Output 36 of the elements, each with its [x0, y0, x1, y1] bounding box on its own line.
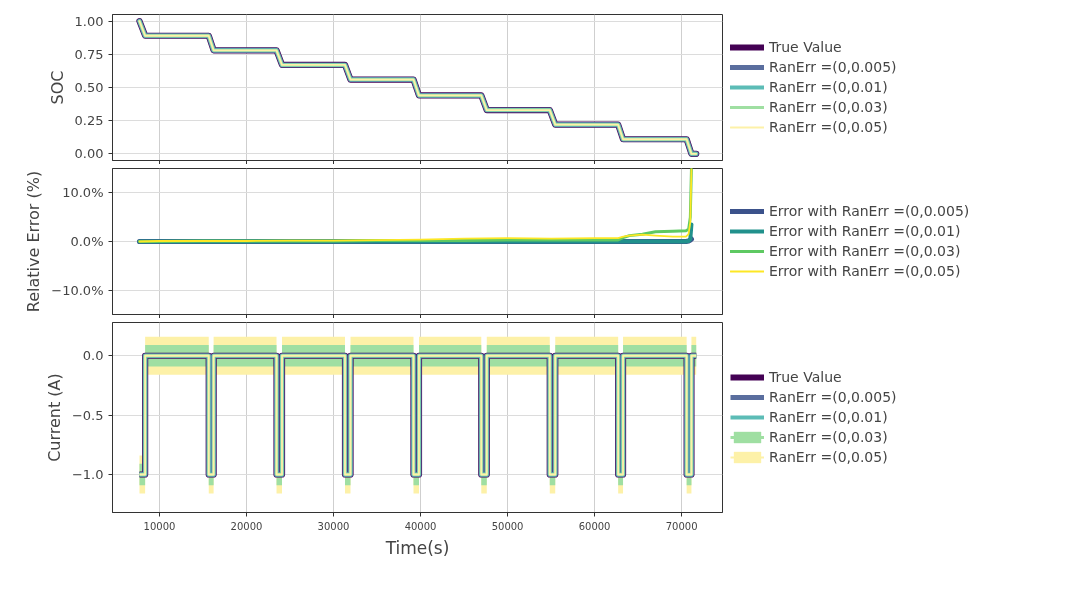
y-tick-label: 0.25 [74, 113, 104, 129]
y-tick-label: −0.5 [71, 407, 104, 423]
legend-label: RanErr =(0,0.01) [769, 78, 888, 96]
y-axis-title: Relative Error (%) [24, 170, 44, 313]
legend-label: RanErr =(0,0.005) [769, 388, 897, 406]
x-tick-label: 30000 [317, 520, 350, 532]
legend-label: RanErr =(0,0.05) [769, 118, 888, 136]
x-tick-label: 70000 [665, 520, 698, 532]
legend-label: RanErr =(0,0.03) [769, 98, 888, 116]
y-tick-label: 1.00 [74, 13, 104, 29]
legend-label: RanErr =(0,0.01) [769, 408, 888, 426]
legend-label: RanErr =(0,0.05) [769, 448, 888, 466]
y-tick-label: 0.50 [74, 80, 104, 95]
legend-label: Error with RanErr =(0,0.01) [769, 222, 961, 240]
legend-label: True Value [769, 368, 842, 386]
y-tick-label: 0.0% [70, 234, 104, 249]
y-tick-label: 0.0 [82, 348, 104, 364]
legend-label: Error with RanErr =(0,0.05) [769, 262, 961, 280]
x-tick-label: 50000 [491, 520, 524, 532]
y-tick-label: 0.00 [74, 146, 104, 162]
legend-label: True Value [769, 38, 842, 56]
y-axis-title: SOC [47, 70, 67, 105]
legend-label: Error with RanErr =(0,0.03) [769, 242, 961, 260]
y-tick-label: 0.75 [74, 46, 104, 62]
legend-label: Error with RanErr =(0,0.005) [769, 202, 970, 220]
x-axis-title: Time(s) [384, 537, 450, 558]
x-tick-label: 60000 [578, 520, 611, 532]
y-tick-label: −10.0% [51, 282, 104, 298]
legend-label: RanErr =(0,0.03) [769, 428, 888, 446]
x-tick-label: 10000 [143, 520, 176, 532]
y-tick-label: −1.0 [71, 467, 104, 482]
y-tick-label: 10.0% [62, 185, 104, 201]
x-tick-label: 40000 [404, 520, 437, 532]
y-axis-title: Current (A) [44, 373, 64, 462]
x-tick-label: 20000 [230, 520, 263, 532]
legend-label: RanErr =(0,0.005) [769, 58, 897, 76]
